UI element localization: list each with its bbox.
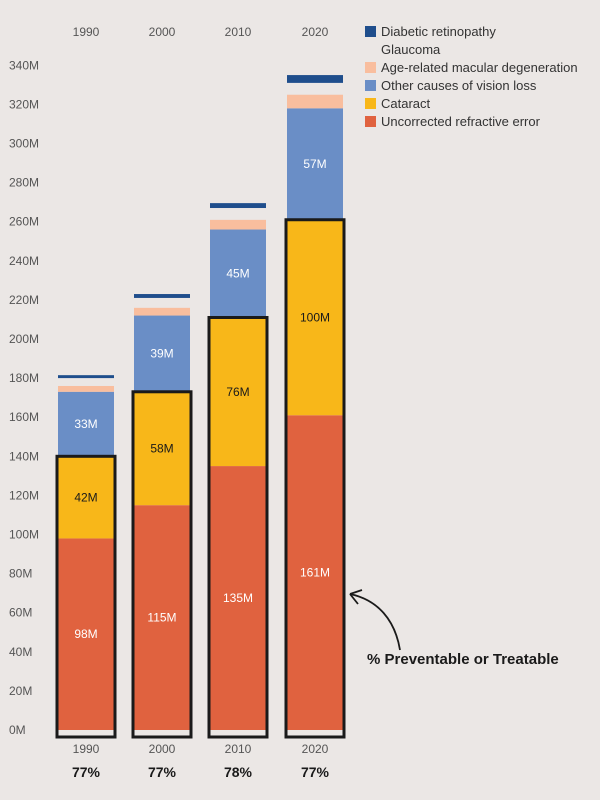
bar-segment [134,297,190,308]
bar-segment [58,538,114,730]
legend-label: Glaucoma [381,42,441,57]
y-axis: 0M 20M 40M 60M 80M 100M 120M 140M 160M 180M 200M 22… [9,58,39,737]
y-tick-label: 20M [9,684,32,698]
legend-label: Cataract [381,96,431,111]
bar-segment [287,108,343,220]
preventable-outline [284,218,346,739]
bar-segment [210,208,266,220]
bottom-year-label: 2000 [149,742,176,756]
preventable-outline [207,315,269,739]
bar-segment [210,466,266,730]
y-tick-label: 340M [9,58,39,72]
bottom-year-label: 2020 [302,742,329,756]
y-tick-label: 280M [9,176,39,190]
percent-label: 78% [224,764,253,780]
bar-segment [134,294,190,298]
bar-segment [287,82,343,95]
preventable-outline [131,390,193,739]
bar-value-label: 57M [303,157,326,171]
y-tick-label: 160M [9,410,39,424]
top-year-label: 2020 [302,25,329,39]
bar-value-label: 42M [74,490,97,504]
y-tick-label: 260M [9,215,39,229]
y-tick-label: 80M [9,567,32,581]
legend-label: Uncorrected refractive error [381,114,541,129]
legend-label: Diabetic retinopathy [381,24,496,39]
bar-segment [210,203,266,209]
y-tick-label: 200M [9,332,39,346]
bottom-labels: 1990 2000 2010 2020 77% 77% 78% 77% [72,742,330,780]
legend: Diabetic retinopathy Glaucoma Age-related … [365,24,578,129]
bar-value-label: 39M [150,347,173,361]
legend-label: Other causes of vision loss [381,78,537,93]
y-tick-label: 300M [9,137,39,151]
bar-segment [58,378,114,386]
percent-label: 77% [148,764,177,780]
bars: 98M 42M 33M 115M 58M 39M 135M 76M 45M 161M 100M 57M [55,75,346,739]
y-tick-label: 120M [9,488,39,502]
bar-segment [210,229,266,318]
bar-1990: 98M 42M 33M [55,375,117,739]
bar-segment [58,391,114,457]
legend-swatch [365,80,376,91]
bar-value-label: 161M [300,566,330,580]
bar-segment [58,385,114,392]
top-year-label: 1990 [73,25,100,39]
y-tick-label: 140M [9,449,39,463]
bar-value-label: 98M [74,627,97,641]
bar-segment [134,391,190,506]
bottom-year-label: 1990 [73,742,100,756]
bar-value-label: 100M [300,310,330,324]
y-tick-label: 240M [9,254,39,268]
bar-segment [287,219,343,416]
bar-segment [58,375,114,379]
legend-swatch [365,62,376,73]
bar-segment [134,315,190,392]
bar-value-label: 45M [226,267,249,281]
bar-segment [287,75,343,83]
bar-value-label: 115M [147,611,176,625]
bar-2000: 115M 58M 39M [131,294,193,739]
legend-swatch [365,116,376,127]
y-tick-label: 320M [9,97,39,111]
bar-segment [287,415,343,730]
bar-segment [210,317,266,467]
annotation-text: % Preventable or Treatable [367,651,559,668]
top-year-label: 2010 [225,25,252,39]
y-tick-label: 0M [9,723,26,737]
bar-value-label: 135M [223,591,253,605]
annotation-arrow [349,593,401,651]
bar-value-label: 76M [226,385,249,399]
bar-segment [287,94,343,109]
bar-2020: 161M 100M 57M [284,75,346,739]
bar-segment [210,219,266,230]
top-year-label: 2000 [149,25,176,39]
legend-swatch [365,44,376,55]
bar-2010: 135M 76M 45M [207,203,269,739]
bar-value-label: 58M [150,441,173,455]
y-tick-label: 40M [9,645,32,659]
bar-segment [134,307,190,316]
bar-segment [134,505,190,730]
bottom-year-label: 2010 [225,742,252,756]
annotation-arrowhead [349,589,363,605]
percent-label: 77% [301,764,330,780]
preventable-outline [55,454,117,739]
bar-value-label: 33M [74,417,97,431]
bar-segment [58,456,114,539]
percent-label: 77% [72,764,101,780]
legend-label: Age-related macular degeneration [381,60,578,75]
y-tick-label: 180M [9,371,39,385]
annotation: % Preventable or Treatable [349,589,559,668]
legend-swatch [365,26,376,37]
y-tick-label: 60M [9,606,32,620]
legend-swatch [365,98,376,109]
y-tick-label: 220M [9,293,39,307]
top-year-labels: 1990 2000 2010 2020 [73,25,329,39]
y-tick-label: 100M [9,528,39,542]
